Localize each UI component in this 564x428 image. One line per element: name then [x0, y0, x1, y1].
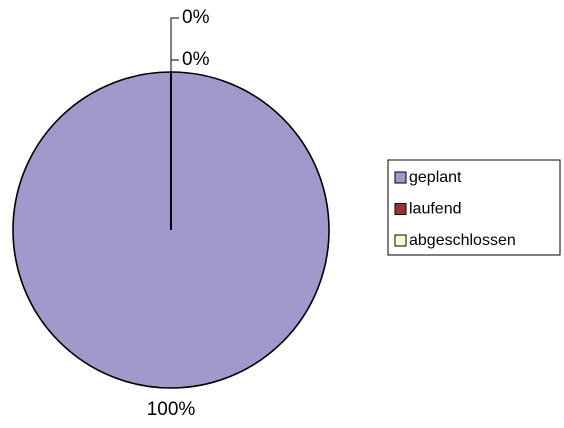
legend-label: laufend	[409, 201, 462, 218]
legend: geplant laufend abgeschlossen	[387, 159, 561, 256]
legend-label: geplant	[409, 169, 462, 186]
data-label: 0%	[182, 49, 210, 70]
legend-label: abgeschlossen	[409, 232, 516, 249]
legend-swatch	[394, 171, 407, 184]
leader-line	[170, 59, 179, 72]
data-label: 0%	[182, 7, 210, 28]
legend-swatch	[394, 203, 407, 215]
leader-line	[170, 17, 179, 72]
legend-swatch	[394, 234, 407, 247]
legend-box	[387, 159, 561, 256]
data-label: 100%	[147, 399, 196, 420]
